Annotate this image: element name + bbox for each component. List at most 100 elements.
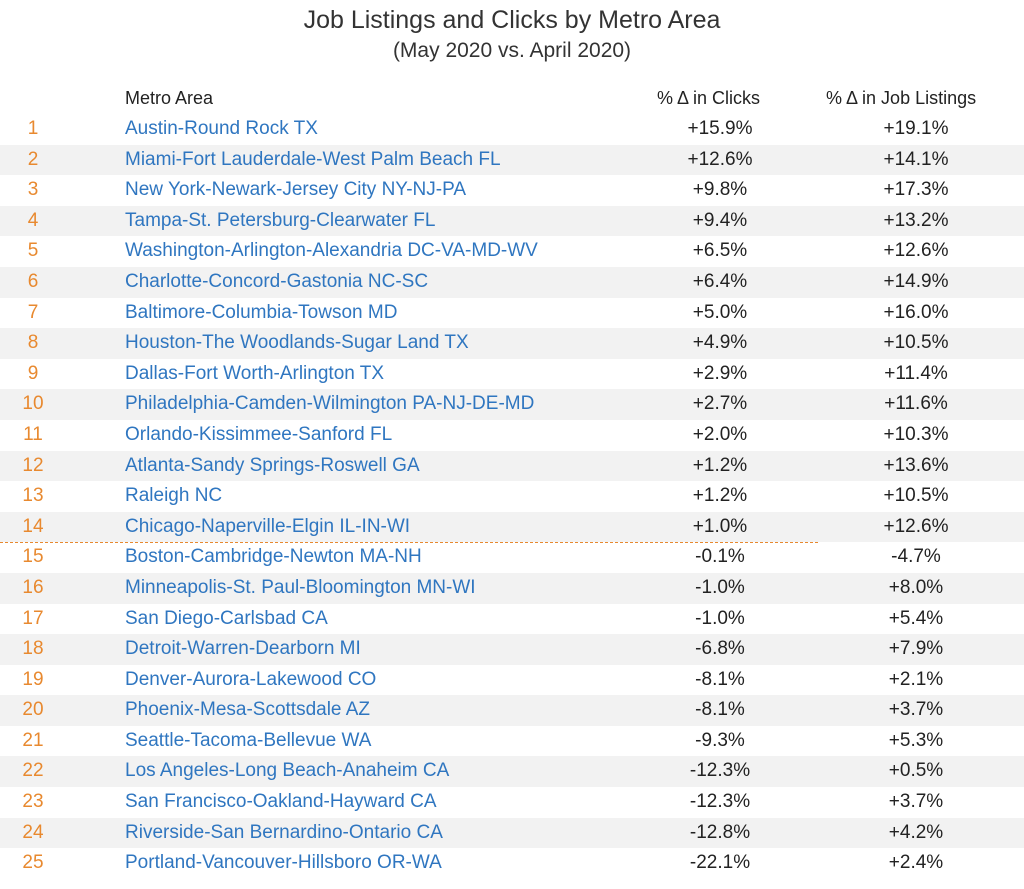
listings-change-cell: +3.7%: [888, 699, 944, 721]
listings-change-cell: +13.6%: [883, 454, 949, 476]
table-header: Metro Area % Δ in Clicks % Δ in Job List…: [0, 84, 1024, 112]
rank-cell: 3: [27, 179, 39, 201]
table-row: 19 Denver-Aurora-Lakewood CO -8.1% +2.1%: [0, 665, 1024, 696]
clicks-change-cell: -22.1%: [689, 852, 751, 874]
table-row: 22 Los Angeles-Long Beach-Anaheim CA -12.3…: [0, 756, 1024, 788]
clicks-change-cell: +1.2%: [692, 485, 748, 507]
listings-change-cell: +2.1%: [888, 668, 944, 690]
metro-area-cell: New York-Newark-Jersey City NY-NJ-PA: [125, 179, 467, 201]
rank-cell: 8: [27, 332, 39, 354]
rank-cell: 12: [22, 454, 44, 476]
listings-change-cell: -4.7%: [891, 546, 941, 568]
table-row: 2 Miami-Fort Lauderdale-West Palm Beach F…: [0, 144, 1024, 176]
metro-area-cell: Philadelphia-Camden-Wilmington PA-NJ-DE-…: [125, 393, 535, 415]
rank-cell: 19: [22, 668, 44, 690]
metro-area-cell: Seattle-Tacoma-Bellevue WA: [125, 729, 372, 751]
listings-change-cell: +3.7%: [888, 791, 944, 813]
metro-area-cell: Portland-Vancouver-Hillsboro OR-WA: [125, 852, 442, 874]
table-row: 24 Riverside-San Bernardino-Ontario CA -12…: [0, 817, 1024, 849]
clicks-change-cell: +9.4%: [692, 209, 748, 231]
listings-change-cell: +14.1%: [883, 148, 949, 170]
clicks-change-cell: +6.5%: [692, 240, 748, 262]
clicks-change-cell: +12.6%: [687, 148, 753, 170]
rank-cell: 16: [22, 576, 44, 598]
clicks-change-cell: -12.8%: [689, 821, 751, 843]
clicks-change-cell: +6.4%: [692, 270, 748, 292]
listings-change-cell: +10.5%: [883, 332, 949, 354]
rank-cell: 22: [22, 760, 44, 782]
clicks-change-cell: +1.0%: [692, 515, 748, 537]
table-row: 15 Boston-Cambridge-Newton MA-NH -0.1% -4.7…: [0, 542, 1024, 573]
metro-area-cell: San Francisco-Oakland-Hayward CA: [125, 791, 437, 813]
clicks-change-cell: +4.9%: [692, 332, 748, 354]
clicks-change-cell: -12.3%: [689, 760, 751, 782]
table-row: 9 Dallas-Fort Worth-Arlington TX +2.9% +11.…: [0, 359, 1024, 390]
listings-change-cell: +8.0%: [888, 576, 944, 598]
table-row: 17 San Diego-Carlsbad CA -1.0% +5.4%: [0, 604, 1024, 635]
clicks-change-cell: -6.8%: [695, 638, 745, 660]
table-row: 5 Washington-Arlington-Alexandria DC-VA-M…: [0, 236, 1024, 267]
rank-cell: 11: [23, 423, 43, 445]
clicks-change-cell: -0.1%: [695, 546, 745, 568]
table-row: 4 Tampa-St. Petersburg-Clearwater FL +9.4%…: [0, 205, 1024, 237]
metro-area-cell: Riverside-San Bernardino-Ontario CA: [125, 821, 443, 843]
listings-change-cell: +4.2%: [888, 821, 944, 843]
table-row: 1 Austin-Round Rock TX +15.9% +19.1%: [0, 114, 1024, 145]
table-row: 12 Atlanta-Sandy Springs-Roswell GA +1.2% +…: [0, 450, 1024, 482]
rank-cell: 17: [22, 607, 44, 629]
rank-cell: 15: [22, 546, 44, 568]
table-row: 11 Orlando-Kissimmee-Sanford FL +2.0% +10.3…: [0, 420, 1024, 451]
metro-area-cell: Tampa-St. Petersburg-Clearwater FL: [125, 209, 436, 231]
metro-area-cell: Phoenix-Mesa-Scottsdale AZ: [125, 699, 371, 721]
chart-title: Job Listings and Clicks by Metro Area: [303, 6, 721, 34]
clicks-change-cell: +15.9%: [687, 118, 753, 139]
listings-change-cell: +2.4%: [888, 852, 944, 874]
table-row: 6 Charlotte-Concord-Gastonia NC-SC +6.4% +1…: [0, 266, 1024, 298]
clicks-change-cell: +2.0%: [692, 423, 748, 445]
metro-area-cell: Minneapolis-St. Paul-Bloomington MN-WI: [125, 576, 476, 598]
table-row: 10 Philadelphia-Camden-Wilmington PA-NJ-D…: [0, 389, 1024, 420]
metro-area-cell: Washington-Arlington-Alexandria DC-VA-MD…: [125, 240, 538, 262]
metro-area-cell: Los Angeles-Long Beach-Anaheim CA: [125, 760, 450, 782]
metro-area-cell: Orlando-Kissimmee-Sanford FL: [125, 423, 393, 445]
metro-area-cell: Houston-The Woodlands-Sugar Land TX: [125, 332, 469, 354]
metro-area-cell: Dallas-Fort Worth-Arlington TX: [125, 362, 385, 384]
rank-cell: 20: [22, 699, 44, 721]
clicks-change-cell: -1.0%: [695, 607, 745, 629]
rank-cell: 9: [27, 362, 39, 384]
clicks-change-cell: +2.7%: [692, 393, 748, 415]
clicks-change-cell: -12.3%: [689, 791, 751, 813]
table-row: 23 San Francisco-Oakland-Hayward CA -12.3%…: [0, 787, 1024, 818]
rank-cell: 13: [22, 485, 44, 507]
positive-negative-divider: [0, 542, 818, 544]
rank-cell: 14: [22, 515, 44, 537]
table-row: 3 New York-Newark-Jersey City NY-NJ-PA +9.…: [0, 175, 1024, 206]
table-row: 18 Detroit-Warren-Dearborn MI -6.8% +7.9%: [0, 634, 1024, 665]
clicks-change-cell: +9.8%: [692, 179, 748, 201]
metro-area-cell: Raleigh NC: [125, 485, 223, 507]
listings-change-cell: +12.6%: [883, 515, 949, 537]
column-header-clicks-change: % Δ in Clicks: [657, 88, 761, 108]
metro-area-cell: Baltimore-Columbia-Towson MD: [125, 301, 398, 323]
table-row: 16 Minneapolis-St. Paul-Bloomington MN-WI…: [0, 572, 1024, 604]
column-header-listings-change: % Δ in Job Listings: [826, 88, 977, 108]
metro-area-cell: Miami-Fort Lauderdale-West Palm Beach FL: [125, 148, 501, 170]
metro-area-cell: Atlanta-Sandy Springs-Roswell GA: [125, 454, 420, 476]
chart-subtitle: (May 2020 vs. April 2020): [392, 39, 632, 62]
rank-cell: 1: [27, 118, 39, 139]
listings-change-cell: +5.3%: [888, 729, 944, 751]
rank-cell: 18: [22, 638, 44, 660]
rank-cell: 2: [27, 148, 39, 170]
listings-change-cell: +7.9%: [888, 638, 944, 660]
column-header-metro-area: Metro Area: [125, 88, 214, 108]
rank-cell: 24: [22, 821, 44, 843]
listings-change-cell: +16.0%: [883, 301, 949, 323]
listings-change-cell: +10.5%: [883, 485, 949, 507]
metro-area-cell: Austin-Round Rock TX: [125, 118, 318, 139]
metro-area-cell: Denver-Aurora-Lakewood CO: [125, 668, 377, 690]
clicks-change-cell: -9.3%: [695, 729, 745, 751]
metro-area-cell: San Diego-Carlsbad CA: [125, 607, 328, 629]
rank-cell: 23: [22, 791, 44, 813]
metro-area-cell: Chicago-Naperville-Elgin IL-IN-WI: [125, 515, 411, 537]
metro-area-cell: Detroit-Warren-Dearborn MI: [125, 638, 361, 660]
